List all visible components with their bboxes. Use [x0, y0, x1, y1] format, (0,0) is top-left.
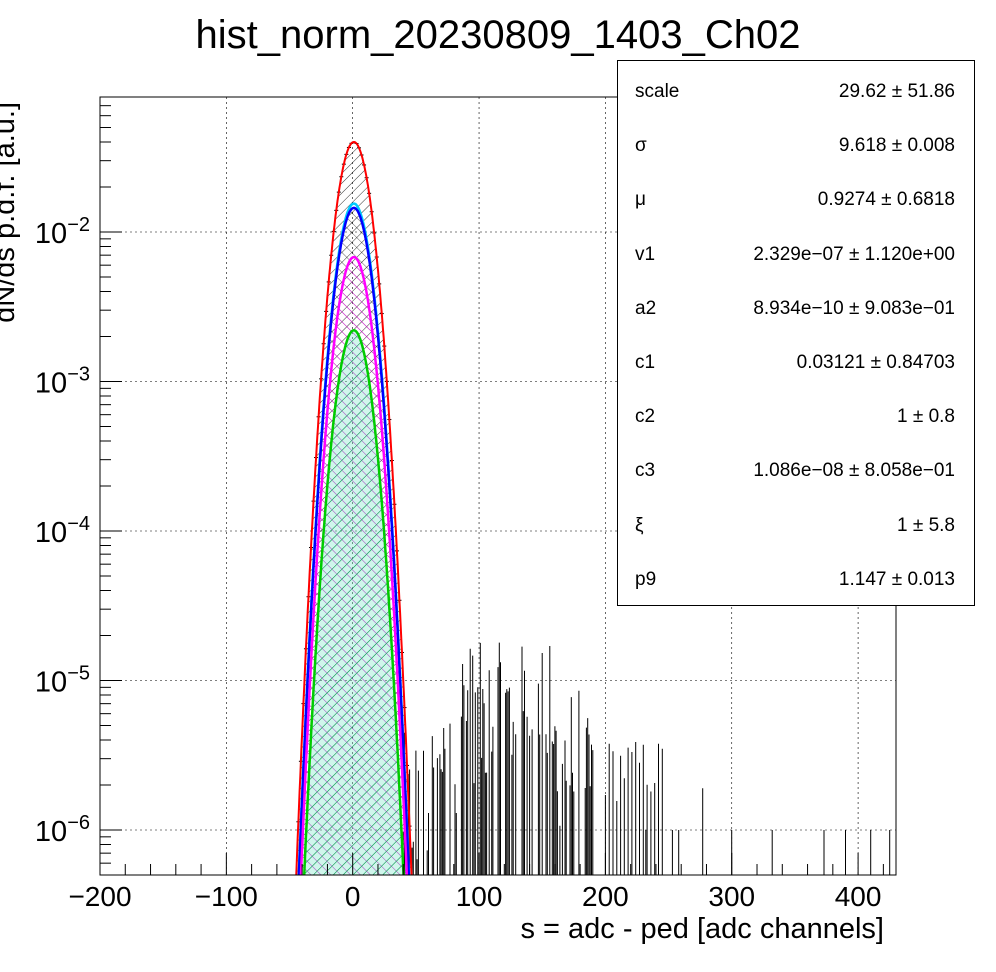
x-tick-label: −100 — [195, 881, 258, 912]
stats-row: μ 0.9274 ± 0.6818 — [618, 189, 974, 219]
stats-param-name: c2 — [635, 406, 656, 428]
stats-param-name: c1 — [635, 352, 656, 373]
fit-curves — [295, 140, 413, 875]
y-axis-label: dN/ds p.d.f. [a.u.] — [0, 102, 21, 323]
fit-curve-line — [295, 140, 413, 875]
x-tick-label: −200 — [68, 881, 131, 912]
stats-param-value: 1.086e−08 ± 8.058e−01 — [753, 460, 955, 482]
x-tick-label: 100 — [456, 881, 503, 912]
fit-statistics-box: scale 29.62 ± 51.86 σ 9.618 ± 0.008 μ 0.9274 … — [617, 60, 975, 606]
stats-row: scale 29.62 ± 51.86 — [618, 81, 974, 111]
stats-row: v1 2.329e−07 ± 1.120e+00 — [618, 244, 974, 274]
y-tick-label: 10−5 — [35, 663, 90, 699]
y-tick-label: 10−2 — [35, 214, 90, 250]
stats-param-name: a2 — [635, 297, 657, 319]
stats-row: σ 9.618 ± 0.008 — [618, 135, 974, 165]
stats-param-value: 8.934e−10 ± 9.083e−01 — [753, 297, 955, 319]
stats-param-value: 29.62 ± 51.86 — [838, 81, 955, 102]
stats-param-name: ξ — [635, 514, 644, 536]
stats-row: p9 1.147 ± 0.013 — [618, 569, 974, 599]
axis-ticks — [99, 96, 884, 876]
fit-curve-line — [299, 255, 409, 875]
stats-param-value: 1 ± 0.8 — [897, 406, 955, 428]
x-tick-label: 400 — [835, 881, 882, 912]
histogram-tail-bars — [402, 642, 891, 875]
stats-row: c2 1 ± 0.8 — [618, 406, 974, 436]
stats-param-name: μ — [635, 189, 646, 211]
x-tick-labels: −200 −100 0 100 200 300 400 — [68, 881, 881, 912]
y-tick-label: 10−4 — [35, 513, 90, 549]
stats-row: a2 8.934e−10 ± 9.083e−01 — [618, 298, 974, 328]
stats-param-value: 1.147 ± 0.013 — [838, 568, 955, 590]
stats-param-value: 0.9274 ± 0.6818 — [817, 189, 955, 211]
stats-param-name: c3 — [635, 460, 656, 482]
stats-row: ξ 1 ± 5.8 — [618, 515, 974, 545]
y-tick-label: 10−3 — [35, 364, 90, 400]
x-tick-label: 300 — [708, 881, 755, 912]
x-tick-label: 0 — [345, 881, 361, 912]
stats-row: c3 1.086e−08 ± 8.058e−01 — [618, 460, 974, 490]
stats-param-name: σ — [635, 135, 647, 157]
stats-param-value: 0.03121 ± 0.84703 — [796, 352, 955, 373]
fit-curve-line — [302, 329, 405, 875]
y-tick-label: 10−6 — [35, 812, 90, 848]
stats-row: c1 0.03121 ± 0.84703 — [618, 352, 974, 382]
fit-curve-line — [297, 206, 411, 875]
x-tick-label: 200 — [582, 881, 629, 912]
chart-title: hist_norm_20230809_1403_Ch02 — [196, 13, 801, 57]
stats-param-value: 2.329e−07 ± 1.120e+00 — [753, 243, 955, 265]
stats-param-name: p9 — [635, 568, 657, 590]
y-tick-labels: 10−6 10−5 10−4 10−3 10−2 — [35, 214, 90, 848]
stats-param-value: 1 ± 5.8 — [897, 514, 955, 536]
stats-param-name: scale — [635, 81, 680, 102]
stats-param-value: 9.618 ± 0.008 — [838, 135, 955, 157]
stats-param-name: v1 — [635, 243, 656, 265]
x-axis-label: s = adc - ped [adc channels] — [520, 913, 884, 945]
